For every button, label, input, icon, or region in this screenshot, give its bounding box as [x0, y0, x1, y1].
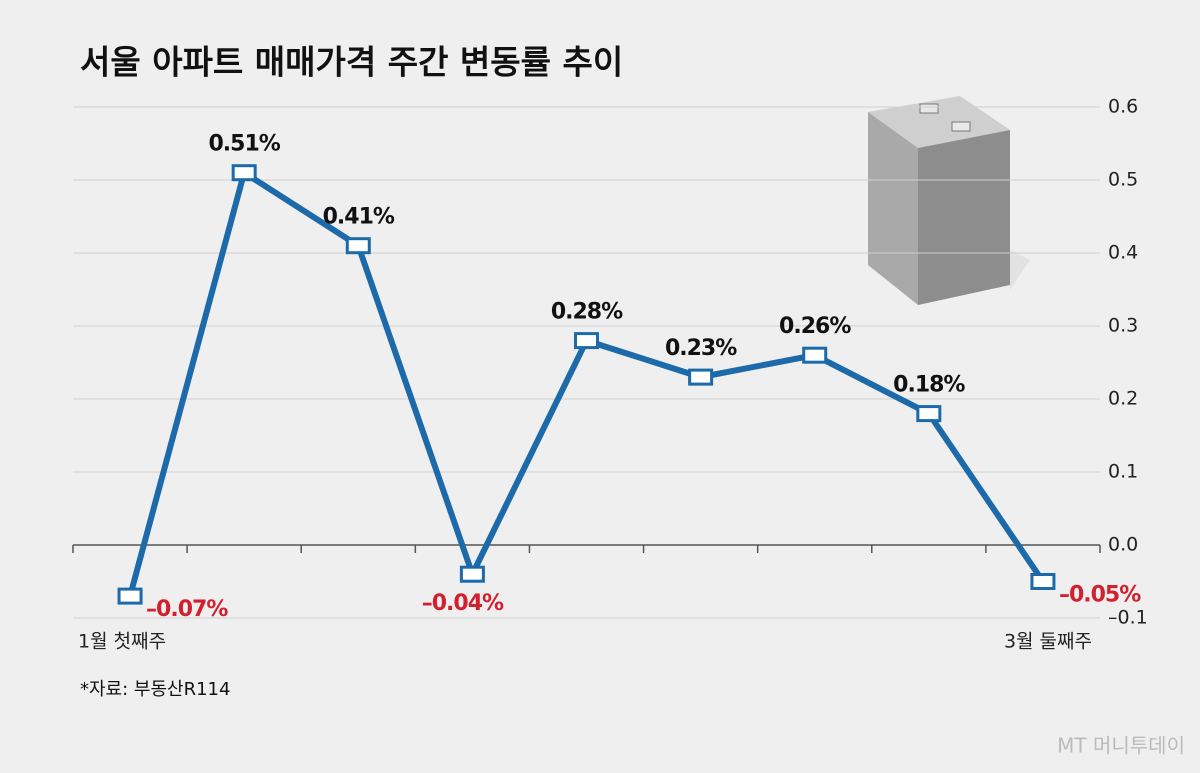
marker: [916, 405, 942, 423]
watermark: MT 머니투데이: [1057, 734, 1185, 758]
y-tick-label: 0.1: [1108, 461, 1138, 483]
value-label: 0.51%: [209, 132, 281, 157]
marker: [1030, 573, 1056, 590]
value-label: 0.41%: [323, 205, 395, 230]
y-tick-label: 0.5: [1108, 169, 1138, 191]
marker: [574, 332, 599, 350]
value-label: –0.04%: [422, 591, 504, 616]
y-tick-label: 0.6: [1108, 96, 1138, 118]
value-label: 0.23%: [665, 336, 737, 361]
marker: [345, 237, 371, 255]
y-tick-label: 0.4: [1108, 242, 1138, 264]
marker: [802, 346, 828, 364]
value-label: –0.05%: [1059, 583, 1141, 608]
marker: [459, 565, 485, 583]
value-label: 0.28%: [551, 300, 623, 325]
value-label: –0.07%: [146, 597, 228, 622]
marker: [231, 164, 257, 182]
value-label: 0.18%: [893, 373, 965, 398]
marker: [688, 368, 714, 386]
y-tick-label: 0.0: [1108, 534, 1138, 556]
chart-title: 서울 아파트 매매가격 주간 변동률 추이: [80, 43, 623, 82]
value-label: 0.26%: [779, 314, 851, 339]
y-tick-label: –0.1: [1108, 607, 1148, 629]
source-note: *자료: 부동산R114: [80, 679, 230, 700]
x-tick-label: 1월 첫째주: [78, 631, 166, 653]
y-tick-label: 0.2: [1108, 388, 1138, 410]
x-tick-label: 3월 둘째주: [1004, 631, 1092, 653]
marker: [117, 587, 143, 605]
building-icon: [868, 96, 1030, 305]
y-tick-label: 0.3: [1108, 315, 1138, 337]
